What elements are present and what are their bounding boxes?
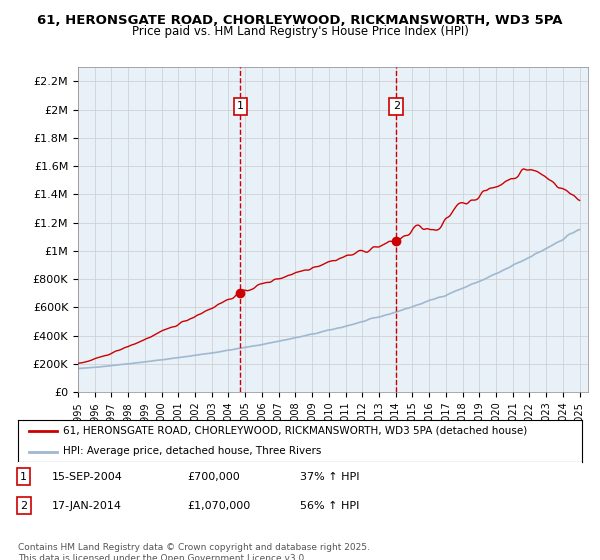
Text: 2: 2 (393, 101, 400, 111)
Text: 15-SEP-2004: 15-SEP-2004 (52, 472, 123, 482)
Text: 56% ↑ HPI: 56% ↑ HPI (300, 501, 359, 511)
Text: 1: 1 (20, 472, 27, 482)
Text: 37% ↑ HPI: 37% ↑ HPI (300, 472, 359, 482)
Text: 2: 2 (20, 501, 27, 511)
Text: HPI: Average price, detached house, Three Rivers: HPI: Average price, detached house, Thre… (63, 446, 322, 456)
Text: £700,000: £700,000 (187, 472, 240, 482)
Text: Price paid vs. HM Land Registry's House Price Index (HPI): Price paid vs. HM Land Registry's House … (131, 25, 469, 38)
Text: 1: 1 (237, 101, 244, 111)
Text: Contains HM Land Registry data © Crown copyright and database right 2025.
This d: Contains HM Land Registry data © Crown c… (18, 543, 370, 560)
Text: 61, HERONSGATE ROAD, CHORLEYWOOD, RICKMANSWORTH, WD3 5PA: 61, HERONSGATE ROAD, CHORLEYWOOD, RICKMA… (37, 14, 563, 27)
Text: 61, HERONSGATE ROAD, CHORLEYWOOD, RICKMANSWORTH, WD3 5PA (detached house): 61, HERONSGATE ROAD, CHORLEYWOOD, RICKMA… (63, 426, 527, 436)
Text: £1,070,000: £1,070,000 (187, 501, 250, 511)
Text: 17-JAN-2014: 17-JAN-2014 (52, 501, 122, 511)
